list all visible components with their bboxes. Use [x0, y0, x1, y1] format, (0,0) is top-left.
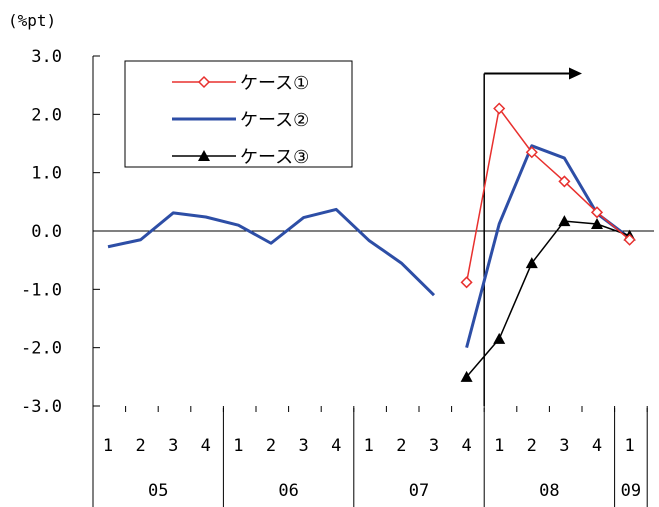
x-tick-label: 1	[103, 436, 113, 456]
x-tick-label: 2	[396, 436, 406, 456]
x-tick-label: 1	[233, 436, 243, 456]
data-point-triangle	[493, 333, 505, 344]
series-line-case2	[108, 209, 434, 295]
x-tick-label: 2	[266, 436, 276, 456]
legend-box	[125, 61, 352, 167]
year-label: 08	[539, 481, 559, 501]
year-label: 06	[278, 481, 298, 501]
x-tick-label: 4	[461, 436, 471, 456]
data-point-triangle	[558, 215, 570, 226]
x-tick-label: 4	[201, 436, 211, 456]
x-tick-label: 3	[168, 436, 178, 456]
x-tick-label: 1	[624, 436, 634, 456]
data-point-diamond	[462, 277, 472, 287]
y-tick-label: 1.0	[31, 164, 62, 184]
legend: ケース① ケース② ケース③	[125, 61, 352, 168]
series-line-case2	[467, 146, 630, 348]
y-tick-label: 0.0	[31, 222, 62, 242]
y-tick-label: -1.0	[21, 280, 62, 300]
y-tick-label: 3.0	[31, 47, 62, 67]
year-label: 09	[621, 481, 641, 501]
y-tick-label: -2.0	[21, 339, 62, 359]
series-line-case3	[467, 221, 630, 377]
forecast-arrow-head	[569, 68, 582, 80]
x-tick-label: 1	[494, 436, 504, 456]
x-tick-label: 1	[364, 436, 374, 456]
x-tick-label: 3	[429, 436, 439, 456]
legend-label: ケース①	[240, 73, 309, 94]
x-tick-label: 2	[527, 436, 537, 456]
x-tick-label: 2	[135, 436, 145, 456]
x-tick-label: 4	[331, 436, 341, 456]
y-axis-unit-label: (%pt)	[8, 11, 56, 30]
year-label: 07	[409, 481, 429, 501]
x-tick-label: 3	[559, 436, 569, 456]
x-tick-label: 4	[592, 436, 602, 456]
y-tick-label: 2.0	[31, 105, 62, 125]
year-label: 05	[148, 481, 168, 501]
legend-label: ケース③	[240, 147, 309, 168]
legend-label: ケース②	[240, 110, 309, 131]
y-tick-label: -3.0	[21, 397, 62, 417]
x-tick-label: 3	[298, 436, 308, 456]
